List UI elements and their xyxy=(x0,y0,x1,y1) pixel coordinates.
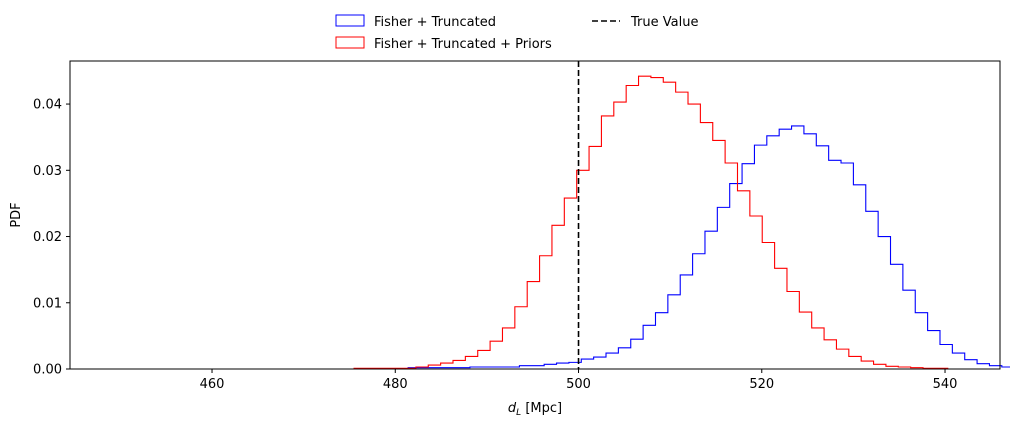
x-axis-label-main: d xyxy=(508,401,517,416)
ticks-layer: 460 480 500 520 540 0.00 0.01 0.02 0.03 0.04 xyxy=(33,98,957,392)
legend-swatch-fisher-truncated-priors xyxy=(335,36,365,49)
x-tick-label: 540 xyxy=(933,377,958,392)
series-layer xyxy=(111,61,1010,370)
legend-label-fisher-truncated: Fisher + Truncated xyxy=(374,15,496,30)
series-fisher-truncated-priors-histogram xyxy=(353,75,949,369)
legend-swatch-fisher-truncated xyxy=(335,14,365,27)
legend: Fisher + Truncated Fisher + Truncated + … xyxy=(335,14,698,52)
x-axis-label-unit: [Mpc] xyxy=(521,401,562,416)
x-tick-label: 500 xyxy=(566,377,591,392)
y-tick-label: 0.02 xyxy=(33,230,62,245)
plot-frame xyxy=(69,60,1001,370)
legend-label-true-value: True Value xyxy=(630,15,698,30)
y-tick-label: 0.00 xyxy=(33,363,62,378)
x-tick-label: 460 xyxy=(200,377,225,392)
x-tick-label: 480 xyxy=(383,377,408,392)
series-fisher-truncated-histogram xyxy=(111,125,1010,370)
y-tick-label: 0.04 xyxy=(33,98,62,113)
x-axis-label-sub: L xyxy=(516,408,521,418)
x-tick-label: 520 xyxy=(749,377,774,392)
y-tick-label: 0.03 xyxy=(33,164,62,179)
y-axis-label: PDF xyxy=(9,202,24,227)
x-axis-label: dL [Mpc] xyxy=(508,401,562,418)
y-tick-label: 0.01 xyxy=(33,296,62,311)
legend-label-fisher-truncated-priors: Fisher + Truncated + Priors xyxy=(374,37,552,52)
